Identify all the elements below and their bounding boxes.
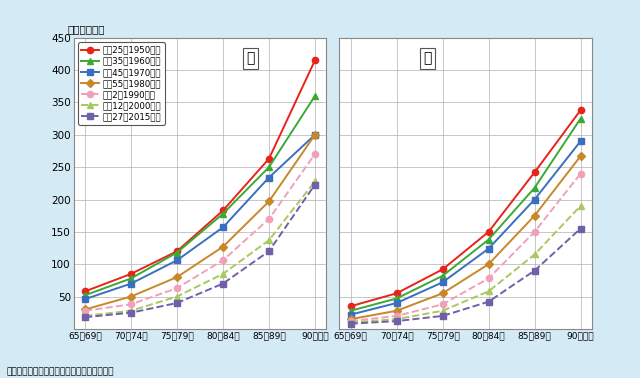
Text: 女: 女 xyxy=(424,51,432,65)
Text: 資料：厕生労働省「人口動態統計」より作成: 資料：厕生労働省「人口動態統計」より作成 xyxy=(6,367,114,376)
Legend: 昭和25（1950）年, 昭和35（1960）年, 昭和45（1970）年, 昭和55（1980）年, 平成2（1990）年, 平成12（2000）年, 平成2: 昭和25（1950）年, 昭和35（1960）年, 昭和45（1970）年, 昭… xyxy=(78,42,165,125)
Text: （人口千対）: （人口千対） xyxy=(67,24,105,34)
Text: 男: 男 xyxy=(246,51,255,65)
